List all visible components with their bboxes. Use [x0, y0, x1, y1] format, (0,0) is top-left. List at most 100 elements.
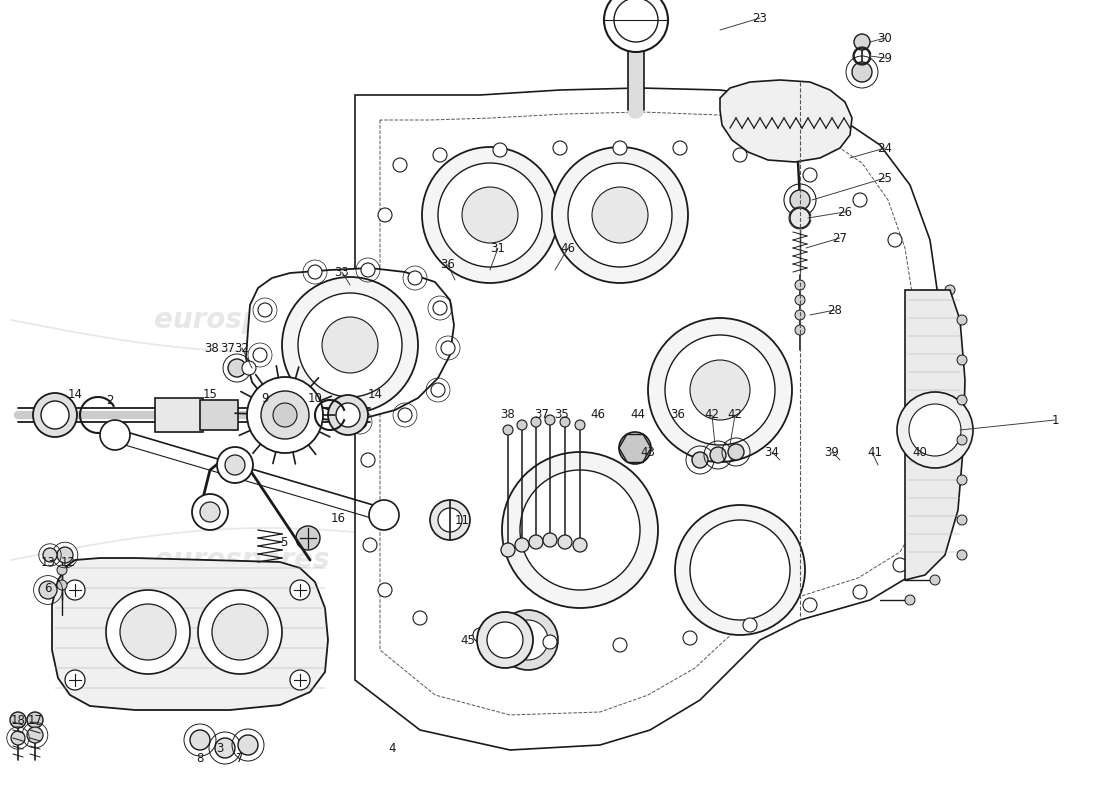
Circle shape: [803, 598, 817, 612]
Circle shape: [308, 265, 322, 279]
Circle shape: [502, 452, 658, 608]
Circle shape: [558, 535, 572, 549]
Circle shape: [273, 403, 297, 427]
Circle shape: [852, 62, 872, 82]
Circle shape: [852, 585, 867, 599]
Circle shape: [408, 271, 422, 285]
Circle shape: [604, 0, 668, 52]
Circle shape: [353, 415, 367, 429]
Circle shape: [253, 348, 267, 362]
Circle shape: [57, 565, 67, 575]
Text: 26: 26: [837, 206, 852, 218]
Circle shape: [517, 420, 527, 430]
Circle shape: [238, 735, 258, 755]
Circle shape: [692, 452, 708, 468]
Circle shape: [228, 359, 246, 377]
Circle shape: [911, 513, 925, 527]
Circle shape: [462, 187, 518, 243]
Circle shape: [795, 295, 805, 305]
Circle shape: [487, 622, 522, 658]
Circle shape: [619, 432, 651, 464]
Circle shape: [438, 163, 542, 267]
Circle shape: [795, 325, 805, 335]
Text: 1: 1: [1052, 414, 1058, 426]
Text: 32: 32: [234, 342, 250, 354]
Circle shape: [896, 392, 974, 468]
Circle shape: [921, 363, 935, 377]
Text: 46: 46: [591, 409, 605, 422]
Text: 16: 16: [330, 511, 345, 525]
Circle shape: [508, 620, 548, 660]
Circle shape: [918, 443, 932, 457]
Circle shape: [529, 535, 543, 549]
Polygon shape: [720, 80, 852, 162]
Circle shape: [673, 141, 688, 155]
Circle shape: [212, 604, 268, 660]
Text: 2: 2: [107, 394, 113, 406]
Circle shape: [543, 635, 557, 649]
Circle shape: [957, 315, 967, 325]
Circle shape: [200, 502, 220, 522]
Circle shape: [957, 435, 967, 445]
Text: 46: 46: [561, 242, 575, 254]
Text: 38: 38: [500, 409, 516, 422]
Circle shape: [909, 404, 961, 456]
Circle shape: [11, 731, 25, 745]
Polygon shape: [246, 268, 454, 420]
Text: 4: 4: [388, 742, 396, 754]
Circle shape: [378, 583, 392, 597]
Circle shape: [675, 505, 805, 635]
Circle shape: [795, 310, 805, 320]
Circle shape: [544, 415, 556, 425]
Circle shape: [742, 618, 757, 632]
Circle shape: [65, 580, 85, 600]
Text: 11: 11: [454, 514, 470, 526]
Circle shape: [852, 193, 867, 207]
Circle shape: [520, 470, 640, 590]
Circle shape: [39, 581, 57, 599]
Circle shape: [412, 611, 427, 625]
Text: 30: 30: [878, 31, 892, 45]
Circle shape: [302, 411, 317, 425]
Circle shape: [28, 712, 43, 728]
Circle shape: [500, 543, 515, 557]
Circle shape: [531, 417, 541, 427]
Text: 15: 15: [202, 389, 218, 402]
Circle shape: [945, 405, 955, 415]
Text: 44: 44: [630, 409, 646, 422]
Circle shape: [28, 727, 43, 743]
Text: 6: 6: [44, 582, 52, 594]
Circle shape: [790, 208, 810, 228]
Circle shape: [690, 520, 790, 620]
Circle shape: [422, 147, 558, 283]
Text: 42: 42: [704, 409, 719, 422]
Circle shape: [957, 550, 967, 560]
Circle shape: [322, 317, 378, 373]
Circle shape: [433, 301, 447, 315]
Circle shape: [552, 147, 688, 283]
Circle shape: [106, 590, 190, 674]
Circle shape: [515, 538, 529, 552]
Circle shape: [198, 590, 282, 674]
Circle shape: [41, 401, 69, 429]
Circle shape: [100, 420, 130, 450]
Circle shape: [393, 158, 407, 172]
Circle shape: [728, 444, 744, 460]
Circle shape: [258, 303, 272, 317]
Text: eurospares: eurospares: [154, 306, 330, 334]
Circle shape: [957, 395, 967, 405]
Circle shape: [378, 208, 392, 222]
Text: 5: 5: [280, 535, 288, 549]
Circle shape: [888, 233, 902, 247]
Circle shape: [328, 395, 369, 435]
Text: 37: 37: [535, 409, 549, 422]
Text: 10: 10: [308, 391, 322, 405]
Text: 13: 13: [41, 555, 55, 569]
Circle shape: [957, 515, 967, 525]
Circle shape: [683, 631, 697, 645]
Bar: [200, 400, 238, 430]
Text: 34: 34: [764, 446, 780, 458]
Text: 41: 41: [868, 446, 882, 458]
Circle shape: [33, 393, 77, 437]
Text: 39: 39: [825, 446, 839, 458]
